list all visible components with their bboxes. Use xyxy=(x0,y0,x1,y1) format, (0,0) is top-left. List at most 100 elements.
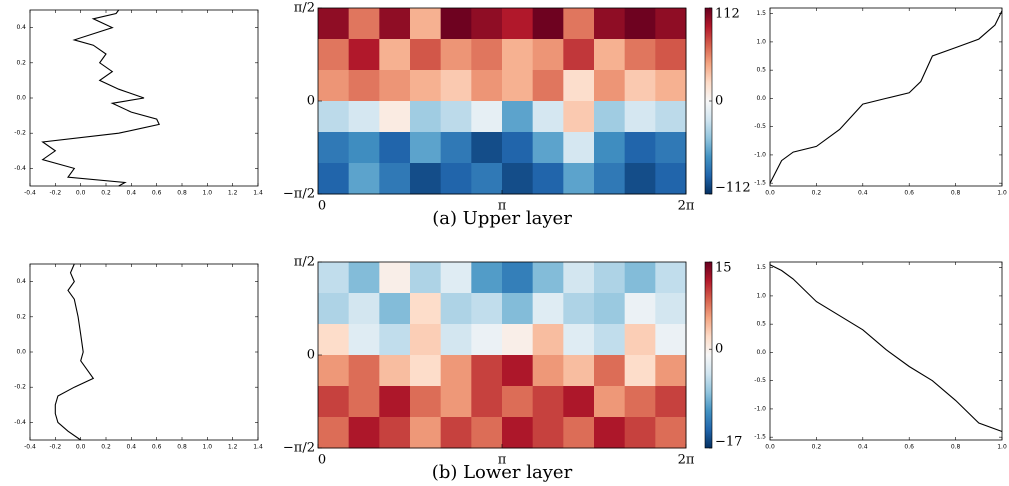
heat-cell xyxy=(410,386,442,418)
x-tick-label: 0.4 xyxy=(127,190,137,197)
heat-cell xyxy=(348,386,380,418)
y-tick-label: 0.0 xyxy=(16,95,26,102)
heat-cell xyxy=(532,355,564,387)
heat-cell xyxy=(379,101,411,133)
colorbar-tick-label: 0 xyxy=(715,94,723,109)
heat-cell xyxy=(594,163,626,195)
x-tick-label: 2π xyxy=(678,199,695,214)
heat-cell xyxy=(624,417,656,449)
heat-cell xyxy=(655,39,687,71)
heat-cell xyxy=(471,262,503,294)
y-tick-label: -0.4 xyxy=(14,419,26,426)
heat-cell xyxy=(502,293,534,325)
heat-cell xyxy=(410,163,442,195)
heat-cell xyxy=(624,39,656,71)
heat-cell xyxy=(532,70,564,102)
heat-cell xyxy=(348,293,380,325)
heat-cell xyxy=(594,262,626,294)
heat-cell xyxy=(655,132,687,164)
y-tick-label: 1.0 xyxy=(756,292,766,299)
x-tick-label: 0.6 xyxy=(152,444,162,451)
colorbar xyxy=(704,261,713,449)
x-tick-label: -0.2 xyxy=(49,444,61,451)
heat-cell xyxy=(440,70,472,102)
heat-cell xyxy=(502,132,534,164)
heat-cell xyxy=(410,70,442,102)
heat-cell xyxy=(471,132,503,164)
heat-cell xyxy=(379,417,411,449)
heat-cell xyxy=(532,132,564,164)
y-tick-label: 0.0 xyxy=(756,95,766,102)
y-tick-label: -0.5 xyxy=(754,123,766,130)
heat-cell xyxy=(318,355,350,387)
heat-cell xyxy=(532,293,564,325)
heat-cell xyxy=(440,8,472,40)
heat-cell xyxy=(502,417,534,449)
x-tick-label: 0.4 xyxy=(127,444,137,451)
x-tick-label: 1.0 xyxy=(997,444,1007,451)
x-tick-label: 0.2 xyxy=(101,190,111,197)
heat-cell xyxy=(655,417,687,449)
colorbar-tick-label: 112 xyxy=(715,7,740,22)
heat-cell xyxy=(563,163,595,195)
profile-line xyxy=(769,264,1003,433)
heat-cell xyxy=(348,417,380,449)
heat-cell xyxy=(410,417,442,449)
y-tick-label: 1.0 xyxy=(756,38,766,45)
caption: (b) Lower layer xyxy=(432,462,573,483)
y-tick-label: -1.0 xyxy=(754,405,766,412)
heat-cell xyxy=(594,101,626,133)
heat-cell xyxy=(624,262,656,294)
heat-cell xyxy=(440,417,472,449)
heat-cell xyxy=(318,262,350,294)
heat-cell xyxy=(410,39,442,71)
heat-cell xyxy=(410,293,442,325)
heat-cell xyxy=(471,8,503,40)
heat-cell xyxy=(655,262,687,294)
x-tick-label: 1.0 xyxy=(203,444,213,451)
heat-cell xyxy=(440,293,472,325)
x-tick-label: 0.8 xyxy=(177,444,187,451)
heat-cell xyxy=(471,163,503,195)
y-tick-label: -1.5 xyxy=(754,434,766,441)
heat-cell xyxy=(379,355,411,387)
heat-cell xyxy=(655,386,687,418)
heat-cell xyxy=(563,39,595,71)
axes-frame xyxy=(769,7,1003,187)
heat-cell xyxy=(348,101,380,133)
heat-cell xyxy=(624,101,656,133)
heat-cell xyxy=(532,262,564,294)
heat-cell xyxy=(655,8,687,40)
heat-cell xyxy=(594,132,626,164)
heat-cell xyxy=(471,70,503,102)
heat-cell xyxy=(379,8,411,40)
heat-cell xyxy=(624,8,656,40)
heat-cell xyxy=(624,163,656,195)
x-tick-label: 1.4 xyxy=(253,444,263,451)
y-tick-label: 1.5 xyxy=(756,264,766,271)
x-tick-label: π xyxy=(498,453,507,468)
colorbar-tick-label: 15 xyxy=(715,261,732,276)
y-tick-label: 0.5 xyxy=(756,67,766,74)
y-tick-label: -0.5 xyxy=(754,377,766,384)
heat-cell xyxy=(624,132,656,164)
profile-line xyxy=(769,10,1003,184)
heat-cell xyxy=(348,262,380,294)
heat-cell xyxy=(379,132,411,164)
x-tick-label: 0 xyxy=(318,453,326,468)
heat-cell xyxy=(348,132,380,164)
heat-cell xyxy=(655,101,687,133)
x-tick-label: 0.2 xyxy=(812,190,822,197)
x-tick-label: 1.0 xyxy=(203,190,213,197)
x-tick-label: 0.0 xyxy=(76,190,86,197)
x-tick-label: 0.6 xyxy=(904,190,914,197)
heat-cell xyxy=(348,163,380,195)
heat-cell xyxy=(318,163,350,195)
heat-cell xyxy=(502,101,534,133)
heat-cell xyxy=(563,293,595,325)
x-tick-label: 1.0 xyxy=(997,190,1007,197)
x-tick-label: 0.6 xyxy=(152,190,162,197)
heat-cell xyxy=(410,132,442,164)
heat-cell xyxy=(440,386,472,418)
